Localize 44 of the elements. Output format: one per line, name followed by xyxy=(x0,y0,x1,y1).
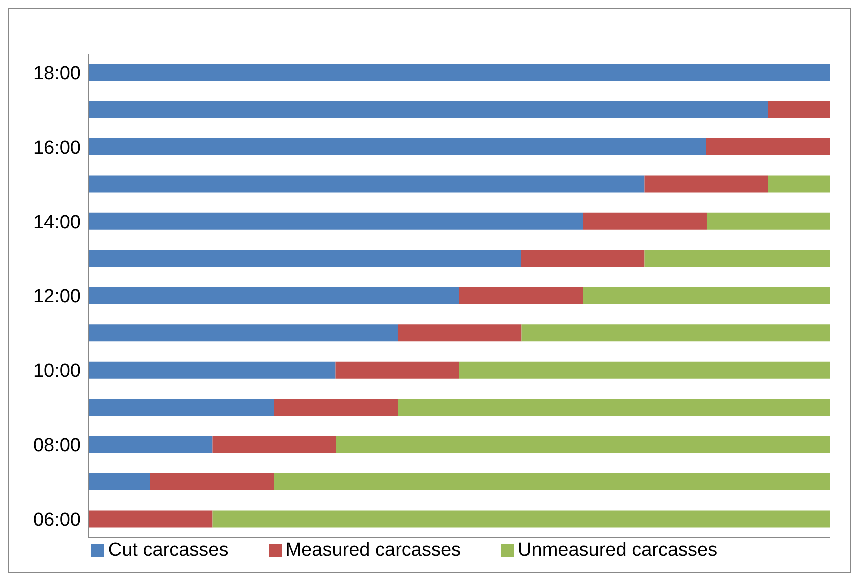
y-tick-label: 06:00 xyxy=(33,510,81,532)
bar xyxy=(398,399,830,416)
bar xyxy=(89,510,213,528)
bar xyxy=(89,287,460,304)
bar xyxy=(89,101,768,118)
bar xyxy=(212,436,336,454)
bar xyxy=(460,287,584,304)
bar xyxy=(274,399,398,416)
bar xyxy=(212,510,830,528)
bar xyxy=(521,250,645,268)
bar xyxy=(89,324,398,342)
bar xyxy=(89,138,706,156)
bar xyxy=(89,474,151,491)
bar xyxy=(768,101,830,118)
bar xyxy=(583,212,707,230)
y-tick-label: 12:00 xyxy=(33,286,81,308)
bar xyxy=(150,474,274,491)
y-tick-label: 18:00 xyxy=(33,63,81,84)
legend-label: Measured carcasses xyxy=(286,540,462,561)
y-tick-label: 14:00 xyxy=(33,212,81,234)
y-tick-label: 16:00 xyxy=(33,138,81,159)
bar xyxy=(89,362,336,379)
bar xyxy=(706,138,830,156)
bar xyxy=(583,287,830,304)
legend-label: Unmeasured carcasses xyxy=(518,540,718,561)
bar xyxy=(89,176,645,193)
bar xyxy=(398,324,522,342)
bar xyxy=(336,436,830,454)
bar xyxy=(522,324,830,342)
bar xyxy=(768,176,830,193)
bar xyxy=(460,362,830,379)
y-tick-label: 08:00 xyxy=(33,436,81,457)
bar xyxy=(89,436,213,454)
bar xyxy=(89,212,584,230)
bar xyxy=(644,250,830,268)
y-tick-label: 10:00 xyxy=(33,361,81,382)
bar xyxy=(274,474,830,491)
bar xyxy=(336,362,460,379)
bar xyxy=(644,176,768,193)
legend-label: Cut carcasses xyxy=(108,540,229,561)
bar xyxy=(89,399,274,416)
bar xyxy=(706,212,830,230)
bar xyxy=(89,64,830,81)
bar xyxy=(89,250,522,268)
